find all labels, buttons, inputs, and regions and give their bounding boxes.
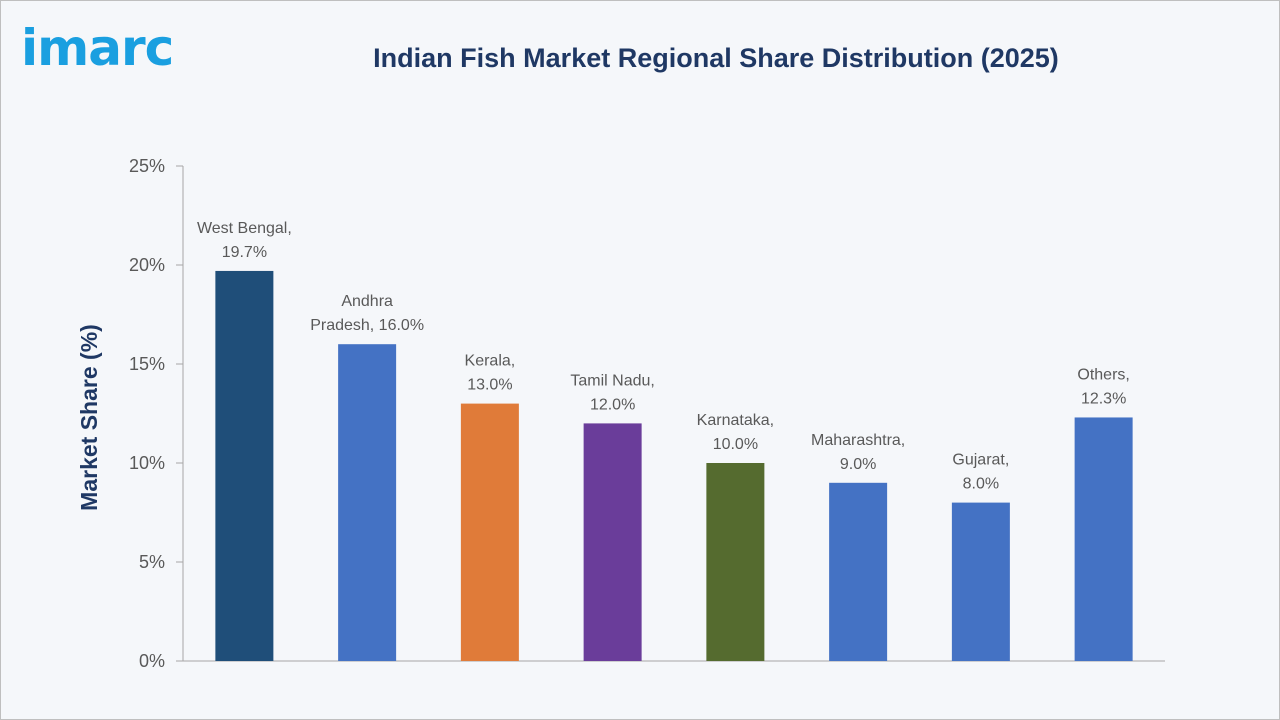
data-label: Karnataka, 10.0% — [697, 412, 774, 453]
bar-gujarat — [951, 502, 1010, 661]
data-label: Maharashtra, 9.0% — [811, 432, 905, 473]
y-tick-label: 10% — [129, 453, 165, 473]
y-tick-label: 25% — [129, 156, 165, 176]
y-tick-label: 20% — [129, 255, 165, 275]
data-label: Tamil Nadu, 12.0% — [570, 372, 654, 413]
data-label: West Bengal, 19.7% — [197, 220, 292, 261]
bar-tamil-nadu — [583, 423, 642, 661]
data-label: Andhra Pradesh, 16.0% — [310, 293, 424, 334]
bar-others — [1074, 417, 1133, 661]
y-axis-title: Market Share (%) — [76, 324, 102, 511]
bar-karnataka — [706, 463, 765, 661]
imarc-logo: imarc — [21, 19, 174, 77]
data-label: Kerala, 13.0% — [465, 353, 516, 394]
bars — [215, 270, 1133, 661]
data-label: Gujarat, 8.0% — [952, 452, 1009, 493]
bar-maharashtra — [829, 482, 888, 661]
bar-kerala — [460, 403, 519, 661]
bar-andhra-pradesh — [338, 344, 397, 661]
y-tick-label: 5% — [139, 552, 165, 572]
y-tick-label: 0% — [139, 651, 165, 671]
bar-west-bengal — [215, 270, 274, 661]
data-labels: West Bengal, 19.7% Andhra Pradesh, 16.0% Ker… — [197, 220, 1130, 493]
chart-title: Indian Fish Market Regional Share Distri… — [373, 43, 1059, 73]
y-tick-label: 15% — [129, 354, 165, 374]
data-label: Others, 12.3% — [1077, 366, 1129, 407]
y-axis: 0% 5% 10% 15% 20% 25% — [129, 156, 1165, 671]
